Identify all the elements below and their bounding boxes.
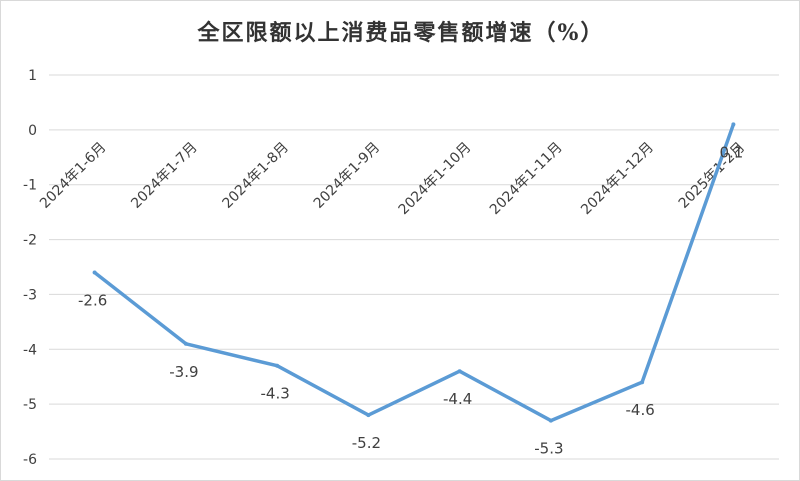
x-tick-label: 2024年1-10月 [396,139,475,218]
x-tick-label: 2024年1-7月 [128,139,200,211]
data-label: 0.1 [719,143,743,161]
y-tick-label: -4 [23,342,37,358]
x-tick-label: 2024年1-8月 [219,139,291,211]
data-label: -4.6 [625,401,654,419]
x-tick-label: 2024年1-6月 [37,139,109,211]
x-tick-label: 2024年1-9月 [311,139,383,211]
data-label: -4.3 [260,385,289,403]
data-point [548,418,553,423]
y-tick-label: -2 [23,233,37,249]
x-tick-label: 2024年1-12月 [578,139,657,218]
y-tick-label: -1 [23,178,37,194]
data-point [640,380,645,385]
data-label: -5.2 [352,434,381,452]
data-point [92,270,97,275]
data-label: -4.4 [443,390,472,408]
data-point [275,363,280,368]
data-label: -5.3 [534,440,563,458]
data-point [366,413,371,418]
series-line [92,122,736,423]
data-point [183,341,188,346]
y-tick-label: -6 [23,452,37,468]
x-tick-label: 2024年1-11月 [487,139,566,218]
data-point [731,122,736,127]
data-point [457,369,462,374]
chart-title: 全区限额以上消费品零售额增速（%） [197,20,605,46]
y-tick-label: -5 [23,397,37,413]
y-tick-label: -3 [23,287,37,303]
y-tick-label: 1 [28,68,37,84]
y-tick-label: 0 [28,123,37,139]
data-label: -2.6 [78,291,107,309]
data-label: -3.9 [169,363,198,381]
